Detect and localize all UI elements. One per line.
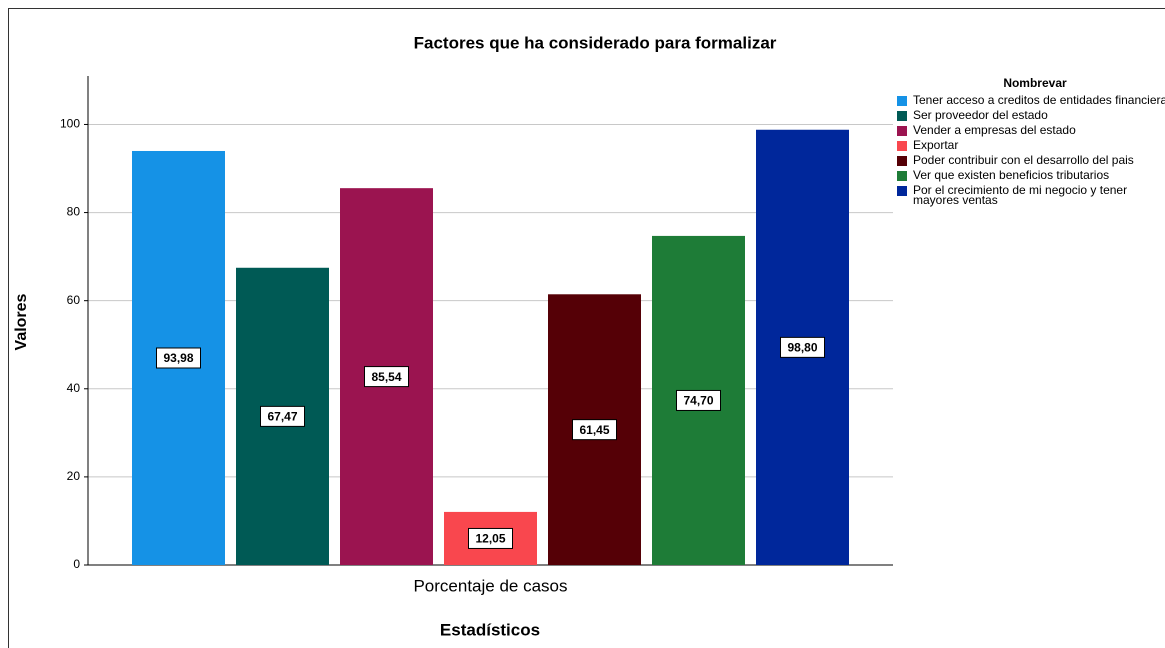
data-label-box — [572, 419, 617, 441]
data-label-text: 12,05 — [475, 532, 505, 546]
data-label-box — [676, 389, 721, 411]
legend-swatch — [897, 171, 907, 181]
legend-swatch — [897, 96, 907, 106]
chart-title: Factores que ha considerado para formali… — [414, 33, 777, 52]
data-label-text: 61,45 — [579, 423, 609, 437]
legend-swatch — [897, 186, 907, 196]
legend-item: Ver que existen beneficios tributarios — [897, 168, 1165, 182]
data-label: 12,05 — [468, 527, 513, 549]
data-label: 98,80 — [780, 336, 825, 358]
frame — [8, 8, 1165, 648]
legend-item: Poder contribuir con el desarrollo del p… — [897, 153, 1165, 167]
y-tick-label: 100 — [60, 117, 80, 131]
legend-label: Por el crecimiento de mi negocio y tener… — [913, 183, 1128, 207]
x-axis-label: Estadísticos — [440, 620, 540, 639]
legend-swatch — [897, 156, 907, 166]
data-label-text: 98,80 — [787, 341, 817, 355]
legend-item: Por el crecimiento de mi negocio y tener… — [897, 183, 1165, 207]
legend-label: Tener acceso a creditos de entidades fin… — [913, 93, 1165, 107]
legend-label: Ser proveedor del estado — [913, 108, 1048, 122]
x-tick-label: Porcentaje de casos — [413, 576, 567, 595]
legend-label: Ver que existen beneficios tributarios — [913, 168, 1110, 182]
data-label-box — [260, 405, 305, 427]
y-tick-label: 40 — [67, 381, 81, 395]
y-tick-label: 80 — [67, 205, 81, 219]
data-label-box — [364, 366, 409, 388]
legend-label: Vender a empresas del estado — [913, 123, 1076, 137]
data-label-box — [468, 527, 513, 549]
data-label-text: 74,70 — [683, 394, 713, 408]
y-tick-label: 60 — [67, 293, 81, 307]
legend-label: Exportar — [913, 138, 959, 152]
data-label: 85,54 — [364, 366, 409, 388]
data-label: 93,98 — [156, 347, 201, 369]
y-tick-label: 0 — [73, 557, 80, 571]
data-label: 67,47 — [260, 405, 305, 427]
legend-swatch — [897, 111, 907, 121]
data-label-box — [780, 336, 825, 358]
legend-item: Ser proveedor del estado — [897, 108, 1165, 122]
legend-swatch — [897, 126, 907, 136]
legend: Nombrevar Tener acceso a creditos de ent… — [897, 78, 1165, 209]
y-axis-label: Valores — [13, 293, 30, 350]
data-label-text: 93,98 — [163, 351, 193, 365]
legend-swatch — [897, 141, 907, 151]
legend-item: Vender a empresas del estado — [897, 123, 1165, 137]
legend-label: Poder contribuir con el desarrollo del p… — [913, 153, 1134, 167]
legend-item: Exportar — [897, 138, 1165, 152]
legend-item: Tener acceso a creditos de entidades fin… — [897, 93, 1165, 107]
y-tick-label: 20 — [67, 469, 81, 483]
legend-title: Nombrevar — [1003, 78, 1067, 90]
data-label: 61,45 — [572, 419, 617, 441]
data-label-text: 85,54 — [371, 370, 401, 384]
data-label-box — [156, 347, 201, 369]
data-label-text: 67,47 — [267, 410, 297, 424]
data-label: 74,70 — [676, 389, 721, 411]
